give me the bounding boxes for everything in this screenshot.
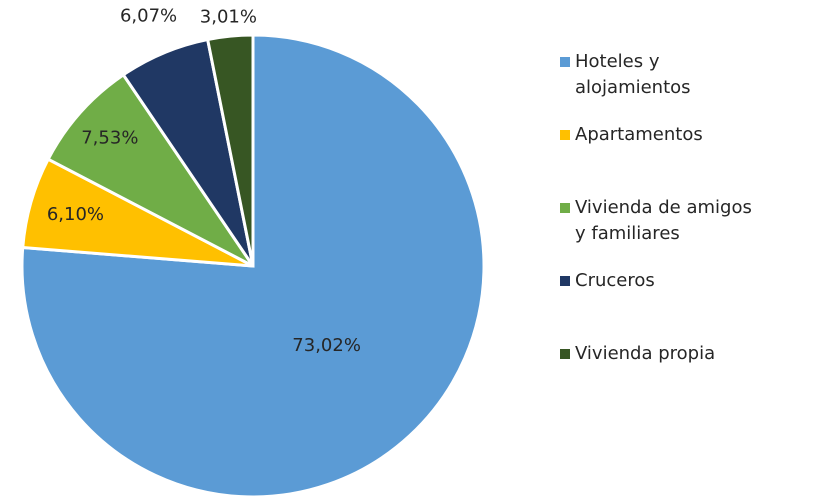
legend-label: Cruceros xyxy=(575,270,655,291)
legend-swatch xyxy=(560,276,570,286)
legend-label: Vivienda de amigos y familiares xyxy=(575,197,752,244)
data-label: 73,02% xyxy=(292,335,361,356)
legend-swatch xyxy=(560,349,570,359)
data-label: 7,53% xyxy=(81,127,138,148)
legend-line: Hoteles y xyxy=(575,51,660,72)
legend-line: y familiares xyxy=(575,223,680,244)
legend-line: Vivienda propia xyxy=(575,343,715,364)
legend-label: Vivienda propia xyxy=(575,343,715,364)
data-label: 6,07% xyxy=(120,6,177,27)
data-label: 3,01% xyxy=(200,7,257,28)
legend-label: Hoteles y alojamientos xyxy=(575,51,691,98)
pie-slice xyxy=(205,33,255,267)
legend-line: Cruceros xyxy=(575,270,655,291)
legend-line: Apartamentos xyxy=(575,124,703,145)
data-label: 6,10% xyxy=(47,204,104,225)
legend-swatch xyxy=(560,57,570,67)
legend-swatch xyxy=(560,203,570,213)
legend-label: Apartamentos xyxy=(575,124,703,145)
legend-line: Vivienda de amigos xyxy=(575,197,752,218)
pie-slice xyxy=(46,72,255,268)
legend-line: alojamientos xyxy=(575,77,691,98)
legend-swatch xyxy=(560,130,570,140)
